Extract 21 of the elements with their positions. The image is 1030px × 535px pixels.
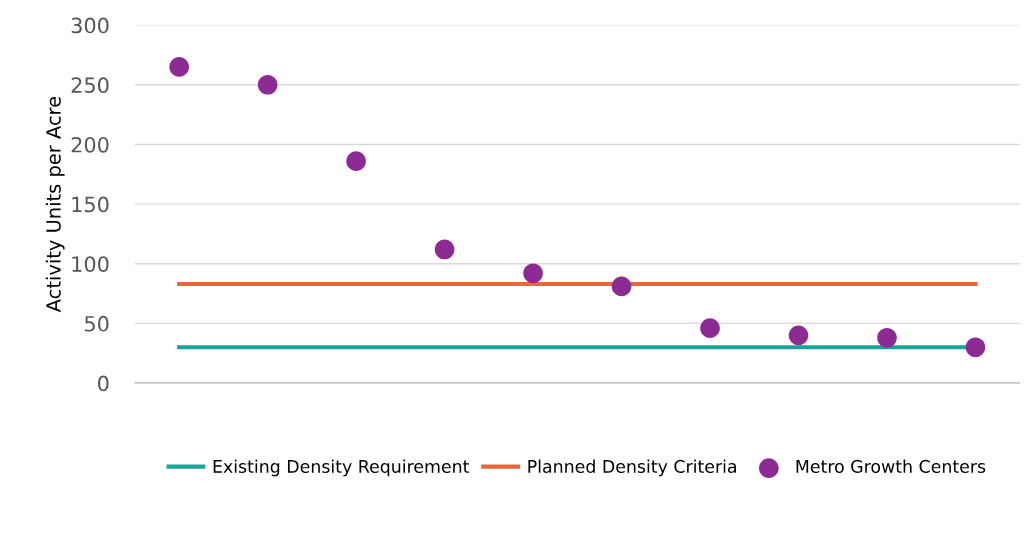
y-tick-label: 250 [71, 77, 109, 94]
point [965, 337, 986, 358]
y-tick-label: 0 [98, 375, 109, 392]
point [611, 276, 632, 297]
point [434, 239, 455, 260]
y-tick-label: 200 [71, 136, 109, 153]
point [523, 263, 543, 284]
y-tick-label: 50 [85, 315, 109, 332]
point [257, 74, 278, 95]
point [700, 318, 720, 338]
legend-label: Existing Density Requirement [213, 459, 470, 477]
legend-label: Metro Growth Centers [796, 459, 986, 473]
y-tick-label: 300 [71, 17, 109, 34]
point [346, 151, 366, 171]
y-tick-label: 100 [72, 256, 109, 272]
point [169, 57, 189, 77]
y-axis-title: Activity Units per Acre [45, 96, 65, 313]
y-tick-label: 150 [72, 196, 109, 213]
point [788, 325, 809, 346]
point [877, 327, 897, 348]
legend-label: Planned Density Criteria [528, 459, 736, 477]
